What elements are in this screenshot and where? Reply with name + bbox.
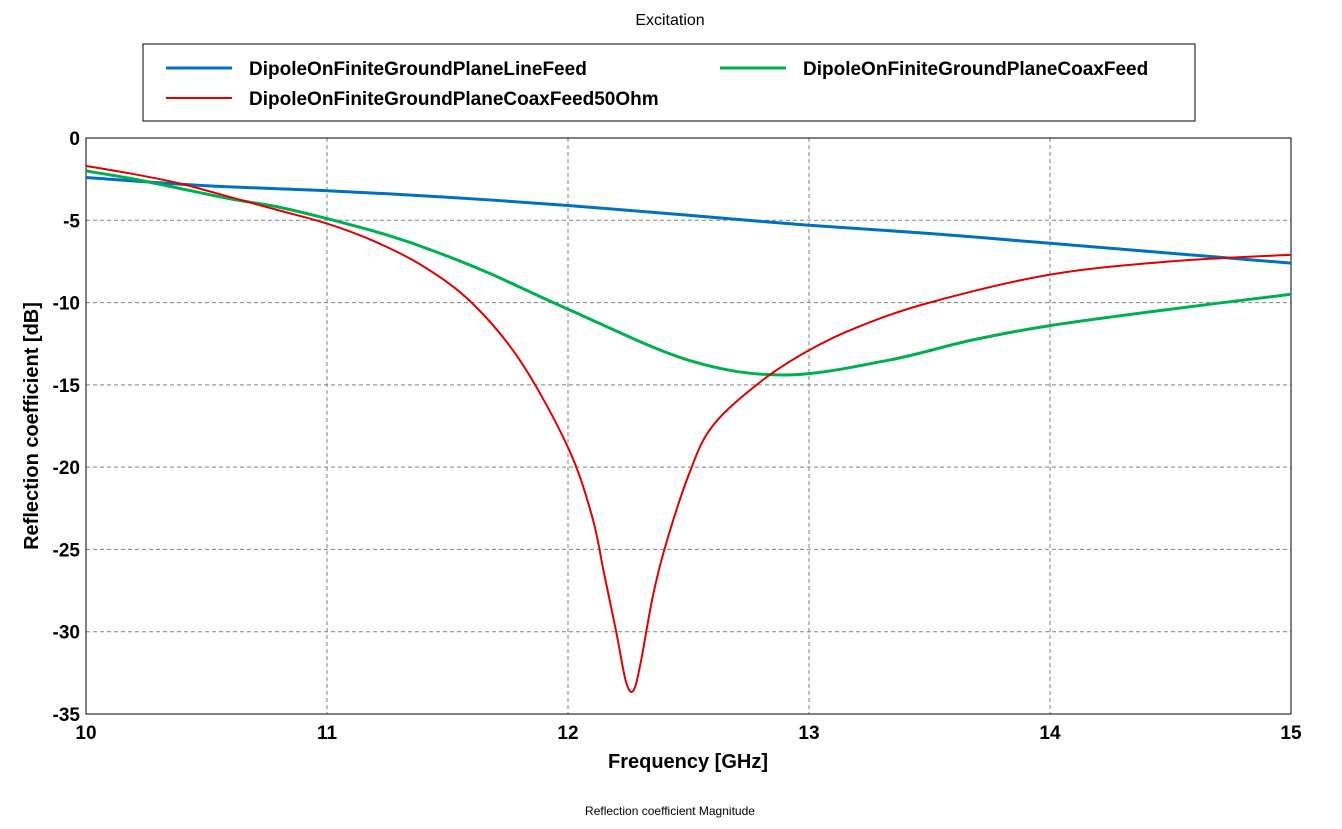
series-layer [85, 165, 1292, 693]
x-tick-label: 15 [1280, 723, 1302, 744]
x-axis-label: Frequency [GHz] [608, 751, 768, 773]
x-tick-labels: 10 11 12 13 14 15 [75, 723, 1302, 744]
series-line-coax-feed-50ohm [85, 165, 1292, 693]
y-axis-label: Reflection coefficient [dB] [21, 302, 43, 550]
legend-box [142, 43, 1196, 122]
x-tick-label: 12 [557, 723, 578, 744]
y-tick-label: -20 [53, 458, 80, 479]
grid-lines [86, 138, 1291, 714]
y-tick-label: -35 [53, 705, 81, 726]
x-tick-label: 13 [798, 723, 819, 744]
y-tick-label: -25 [53, 540, 81, 561]
y-tick-label: -10 [53, 294, 80, 315]
plot-area-border [85, 137, 1292, 715]
legend-label-coax-feed-50ohm: DipoleOnFiniteGroundPlaneCoaxFeed50Ohm [249, 89, 659, 110]
x-tick-label: 10 [75, 723, 96, 744]
legend: DipoleOnFiniteGroundPlaneLineFeed Dipole… [142, 43, 1196, 122]
x-tick-label: 14 [1039, 723, 1061, 744]
series-line-coax-feed [85, 169, 1292, 377]
legend-label-coax-feed: DipoleOnFiniteGroundPlaneCoaxFeed [803, 59, 1148, 80]
chart-footer: Reflection coefficient Magnitude [585, 804, 755, 818]
series-line-line-feed [85, 176, 1292, 265]
y-tick-labels: 0 -5 -10 -15 -20 -25 -30 -35 [53, 129, 81, 726]
x-tick-label: 11 [317, 723, 338, 744]
y-tick-label: -5 [63, 211, 80, 232]
chart-title: Excitation [635, 12, 704, 29]
y-tick-label: -15 [53, 376, 81, 397]
y-tick-label: -30 [53, 623, 80, 644]
y-tick-label: 0 [69, 129, 80, 150]
legend-label-line-feed: DipoleOnFiniteGroundPlaneLineFeed [249, 59, 587, 80]
